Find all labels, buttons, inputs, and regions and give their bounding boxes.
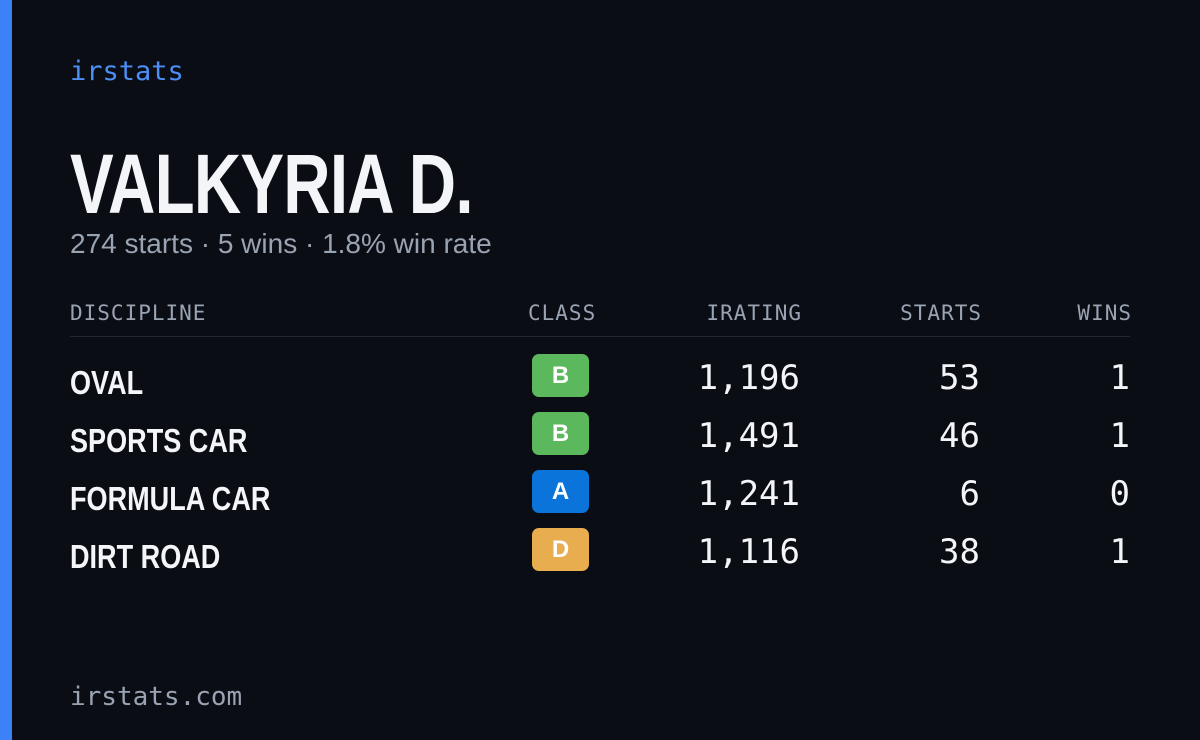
starts: 38: [939, 532, 980, 572]
irating: 1,116: [697, 532, 800, 572]
brand: irstats: [70, 56, 184, 87]
class-badge: D: [532, 528, 589, 571]
discipline: SPORTS CAR: [70, 422, 248, 459]
wins: 1: [1109, 416, 1130, 456]
header-irating: IRATING: [706, 301, 802, 325]
header-class: CLASS: [528, 301, 597, 325]
class-badge: A: [532, 470, 589, 513]
summary: 274 starts · 5 wins · 1.8% win rate: [70, 228, 492, 259]
header-rule: [70, 336, 1130, 337]
accent-bar: [0, 0, 12, 740]
class-badge: B: [532, 412, 589, 455]
driver-name: VALKYRIA D.: [70, 137, 474, 231]
irating: 1,196: [697, 358, 800, 398]
starts: 6: [959, 474, 980, 514]
discipline: OVAL: [70, 364, 144, 401]
footer-url: irstats.com: [70, 682, 243, 712]
header-wins: WINS: [1077, 301, 1132, 325]
starts: 46: [939, 416, 980, 456]
header-starts: STARTS: [900, 301, 982, 325]
wins: 1: [1109, 532, 1130, 572]
irating: 1,241: [697, 474, 800, 514]
irating: 1,491: [697, 416, 800, 456]
class-badge: B: [532, 354, 589, 397]
header-discipline: DISCIPLINE: [70, 301, 207, 325]
starts: 53: [939, 358, 980, 398]
discipline: FORMULA CAR: [70, 480, 271, 517]
wins: 0: [1109, 474, 1130, 514]
wins: 1: [1109, 358, 1130, 398]
discipline: DIRT ROAD: [70, 538, 221, 575]
